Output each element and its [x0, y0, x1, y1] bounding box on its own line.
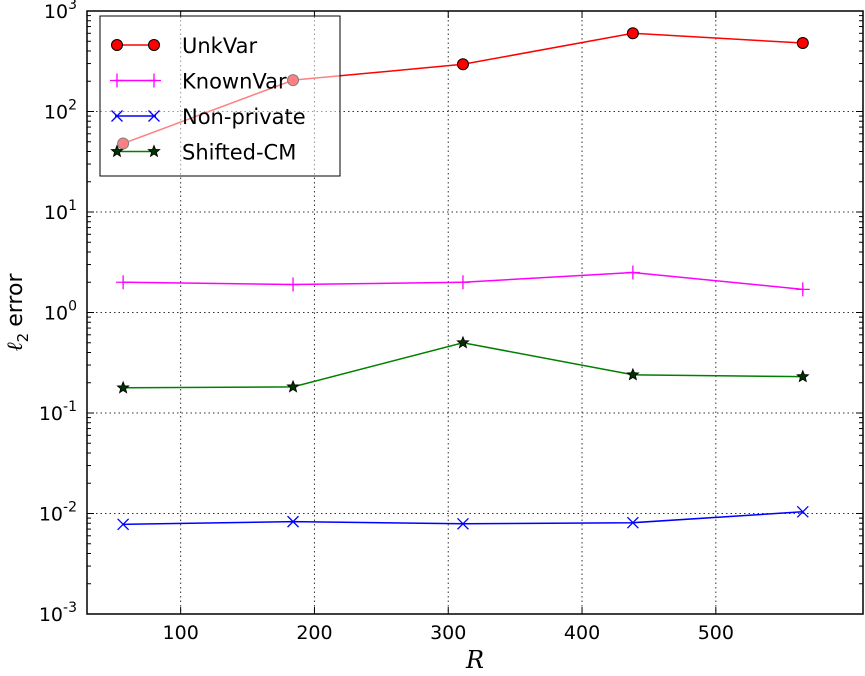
legend-label: Non-private — [182, 105, 306, 129]
y-tick-label: 10-1 — [39, 399, 77, 425]
y-tick-label: 101 — [44, 198, 77, 224]
data-point-x — [111, 110, 123, 122]
x-axis-label: R — [465, 646, 484, 674]
x-tick-label: 400 — [564, 622, 600, 644]
legend-label: Shifted-CM — [182, 141, 296, 165]
data-point-plus — [110, 73, 124, 88]
data-point-x — [148, 110, 160, 122]
data-point-star — [110, 144, 124, 158]
data-point-star — [116, 380, 130, 394]
y-axis-label-text: error — [3, 273, 28, 327]
y-tick-label: 102 — [44, 98, 77, 124]
data-point-plus — [625, 265, 640, 280]
y-axis-label-symbol: ℓ — [3, 341, 28, 351]
data-point-star — [796, 369, 810, 383]
legend-item: Non-private — [111, 105, 306, 129]
data-point-circle — [796, 37, 809, 50]
x-tick-label: 200 — [296, 622, 332, 644]
data-point-circle — [456, 58, 469, 71]
legend-box — [99, 15, 341, 177]
y-axis-label-subscript: 2 — [14, 333, 32, 343]
data-point-circle — [148, 39, 160, 51]
data-point-star — [456, 335, 470, 349]
series-line — [123, 511, 803, 526]
data-point-star — [147, 144, 161, 158]
series-knownvar — [116, 265, 810, 297]
legend: UnkVar KnownVar Non-private Shifted-CM — [99, 15, 341, 177]
y-tick-label: 100 — [44, 299, 77, 325]
y-axis-label: ℓ2 error — [3, 273, 32, 352]
series-line — [123, 341, 803, 389]
data-point-x — [287, 515, 300, 528]
data-point-plus — [147, 73, 161, 88]
data-point-plus — [455, 275, 470, 290]
data-point-circle — [111, 39, 123, 51]
x-tick-label: 500 — [698, 622, 734, 644]
data-point-x — [456, 517, 469, 530]
y-tick-label: 10-2 — [39, 500, 77, 526]
series-shifted-cm — [116, 335, 810, 394]
grid-lines — [87, 11, 863, 614]
legend-label: KnownVar — [182, 70, 287, 94]
x-tick-label: 100 — [163, 622, 199, 644]
data-point-star — [286, 379, 300, 393]
legend-item: UnkVar — [111, 34, 257, 58]
data-point-x — [626, 516, 639, 529]
axis-ticks: 100 200 300 400 500 10-3 10-2 10-1 100 101 102 103 — [39, 0, 863, 644]
series-non-private — [117, 505, 809, 531]
data-point-star — [626, 367, 640, 381]
data-point-plus — [286, 277, 301, 292]
legend-item: Shifted-CM — [110, 141, 296, 165]
data-point-plus — [795, 282, 810, 297]
y-tick-label: 10-3 — [39, 600, 77, 626]
data-point-plus — [116, 275, 131, 290]
data-point-x — [796, 505, 809, 518]
legend-label: UnkVar — [182, 34, 257, 58]
legend-item: KnownVar — [110, 70, 287, 94]
data-point-x — [117, 518, 130, 531]
x-tick-label: 300 — [430, 622, 466, 644]
data-point-circle — [626, 27, 639, 40]
y-tick-label: 103 — [44, 0, 77, 23]
